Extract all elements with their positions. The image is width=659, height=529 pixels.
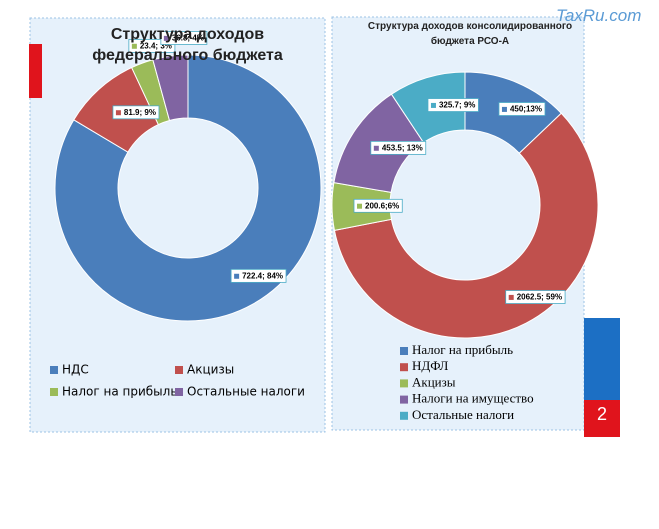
- chart-title: Структура доходов консолидированного бюд…: [367, 21, 573, 47]
- data-label-key: [357, 203, 363, 209]
- data-label-box: [230, 268, 287, 283]
- data-label-box: [498, 102, 546, 116]
- data-label-box: [505, 290, 566, 304]
- data-label: 325.7; 9%: [439, 101, 475, 110]
- data-label-key: [430, 102, 436, 108]
- legend-label: Акцизы: [187, 363, 234, 377]
- data-label: 81.9; 9%: [124, 108, 156, 117]
- data-label: 450;13%: [510, 105, 542, 114]
- accent-bar: [584, 318, 620, 400]
- data-label: 23.4; 3%: [140, 41, 172, 50]
- donut-slice: [54, 54, 322, 322]
- data-label-key: [508, 294, 514, 300]
- data-label-box: [160, 31, 208, 45]
- donut-slice: [333, 112, 599, 339]
- legend-label: Остальные налоги: [187, 385, 305, 399]
- data-label-key: [234, 273, 240, 279]
- data-label: 200.6;6%: [365, 201, 399, 210]
- data-label-key: [131, 43, 137, 49]
- legend-key: [175, 388, 183, 396]
- data-label-box: [112, 105, 160, 120]
- watermark: TaxRu.com: [556, 6, 642, 25]
- data-label-box: [353, 198, 403, 213]
- legend-label: Налог на прибыль: [62, 385, 177, 399]
- data-label-box: [427, 98, 479, 112]
- legend-label: Акцизы: [412, 374, 456, 389]
- data-label-key: [501, 106, 507, 112]
- legend-label: Налог на прибыль: [412, 342, 513, 357]
- data-label: 2062.5; 59%: [517, 293, 562, 302]
- data-label: 453.5; 13%: [382, 143, 423, 152]
- data-label-box: [370, 140, 427, 155]
- legend-label: Налоги на имущество: [412, 391, 534, 406]
- legend-key: [175, 366, 183, 374]
- data-label-key: [373, 145, 379, 151]
- data-label: 36.8; 4%: [172, 33, 204, 42]
- legend-label: НДС: [62, 363, 89, 377]
- data-label: 722.4; 84%: [242, 271, 283, 280]
- data-label-key: [163, 35, 169, 41]
- legend-key: [400, 363, 408, 372]
- page-number: 2: [596, 404, 607, 424]
- legend-label: Остальные налоги: [412, 407, 514, 422]
- legend-key: [400, 411, 408, 420]
- legend-key: [50, 388, 58, 396]
- donut-slice: [152, 54, 189, 122]
- legend-key: [50, 366, 58, 374]
- accent-bar: [584, 400, 620, 437]
- data-label-key: [115, 110, 121, 116]
- accent-bar: [29, 44, 42, 98]
- legend-key: [400, 379, 408, 388]
- legend-key: [400, 395, 408, 404]
- legend-label: НДФЛ: [412, 358, 449, 373]
- chart-title: Структура доходов федерального бюджета: [92, 26, 283, 64]
- legend-key: [400, 347, 408, 355]
